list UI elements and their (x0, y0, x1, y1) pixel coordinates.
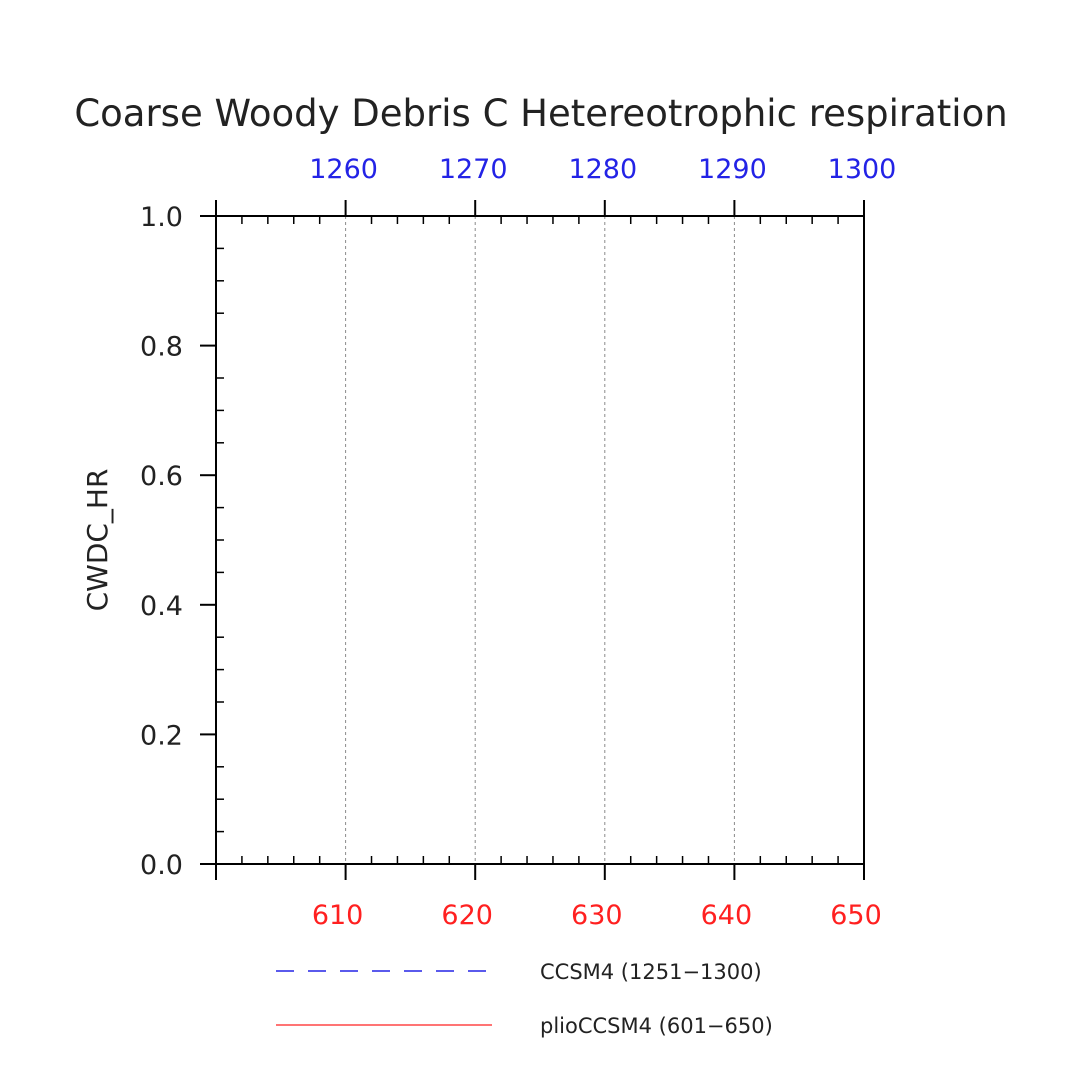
grid-lines (345, 216, 735, 864)
x-tick-label: 610 (312, 900, 364, 931)
y-tick-label: 0.2 (140, 720, 183, 751)
y-tick-label: 0.8 (140, 332, 183, 363)
x-tick-label: 640 (701, 900, 753, 931)
legend: CCSM4 (1251−1300) plioCCSM4 (601−650) (276, 960, 773, 1038)
y-tick-label: 0.6 (140, 461, 183, 492)
chart-title: Coarse Woody Debris C Hetereotrophic res… (74, 92, 1007, 135)
x-top-tick-label: 1300 (828, 154, 897, 185)
x-top-tick-label: 1290 (698, 154, 767, 185)
x-tick-label: 650 (830, 900, 882, 931)
y-tick-label: 0.0 (140, 850, 183, 881)
y-tick-label: 1.0 (140, 202, 183, 233)
x-top-tick-label: 1280 (568, 154, 637, 185)
y-tick-label: 0.4 (140, 591, 183, 622)
y-axis-label: CWDC_HR (81, 469, 114, 612)
legend-label: plioCCSM4 (601−650) (540, 1014, 773, 1038)
legend-label: CCSM4 (1251−1300) (540, 960, 762, 984)
axis-ticks (200, 200, 865, 880)
x-top-tick-label: 1270 (439, 154, 508, 185)
x-tick-label: 630 (571, 900, 623, 931)
x-tick-label: 620 (441, 900, 493, 931)
plot-frame (215, 215, 865, 865)
tick-labels: 610 620 630 640 650 1260 1270 1280 1290 1300 0.0 0.… (140, 154, 896, 931)
x-top-tick-label: 1260 (309, 154, 378, 185)
